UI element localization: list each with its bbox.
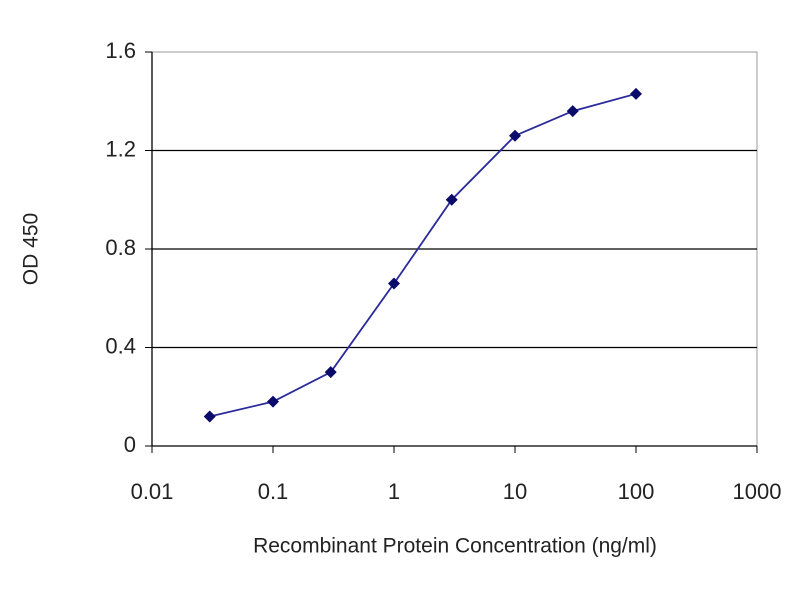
- data-point: [630, 87, 642, 100]
- data-line: [209, 92, 637, 418]
- data-point: [509, 129, 521, 142]
- y-tick-label: 1.2: [105, 136, 136, 161]
- x-tick-label: 1000: [733, 479, 782, 504]
- y-axis-label: OD 450: [20, 213, 43, 285]
- data-point: [203, 410, 216, 423]
- x-tick-label: 10: [503, 479, 527, 504]
- data-point: [388, 277, 400, 290]
- y-tick-label: 1.6: [105, 38, 136, 63]
- y-tick-label: 0.4: [105, 333, 136, 358]
- x-tick-label: 100: [618, 479, 655, 504]
- data-point: [566, 105, 579, 118]
- x-tick-label: 0.1: [258, 479, 289, 504]
- y-tick-label: 0.8: [105, 235, 136, 260]
- data-point: [324, 366, 337, 379]
- x-tick-label: 1: [388, 479, 400, 504]
- x-axis-label: Recombinant Protein Concentration (ng/ml…: [253, 535, 657, 558]
- data-point: [445, 193, 458, 206]
- x-tick-label: 0.01: [131, 479, 174, 504]
- y-tick-label: 0: [124, 432, 136, 457]
- data-point: [267, 395, 279, 408]
